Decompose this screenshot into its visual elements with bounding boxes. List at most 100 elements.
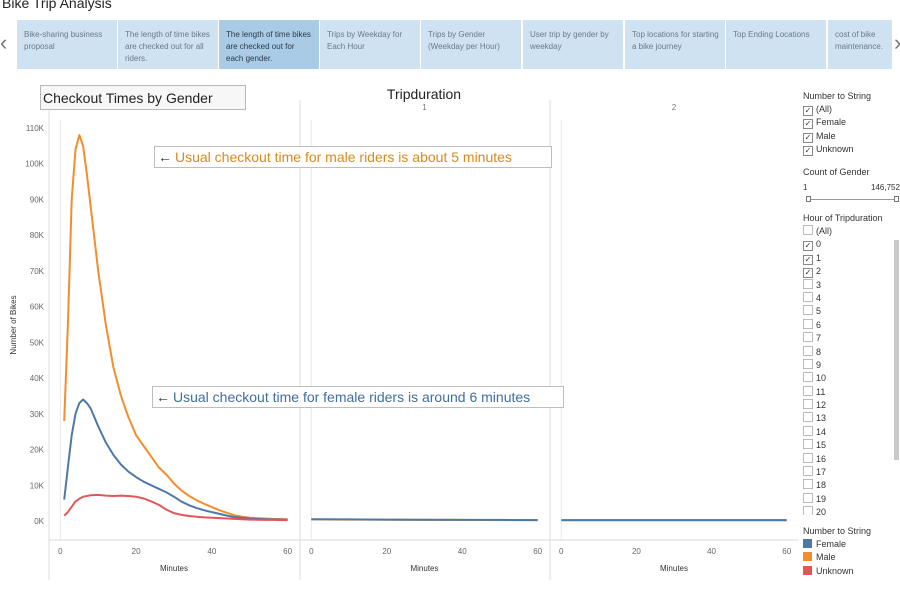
x-tick-label: 0 (58, 547, 63, 556)
hour-filter-option[interactable]: 6 (803, 318, 883, 332)
hour-filter-option[interactable]: 20 (803, 506, 883, 515)
checkbox-empty-icon[interactable] (803, 318, 813, 329)
story-tab-6[interactable]: User trip by gender by weekday (523, 20, 623, 69)
checkbox-checked-icon[interactable]: ✓ (803, 119, 813, 130)
checkbox-checked-icon[interactable]: ✓ (803, 146, 813, 157)
gender-filter-option[interactable]: ✓ Male (803, 130, 871, 143)
y-tick-label: 0K (34, 517, 44, 526)
checkbox-checked-icon[interactable]: ✓ (803, 132, 813, 143)
hour-filter-option[interactable]: 8 (803, 345, 883, 359)
hour-filter-option-label: 5 (816, 306, 822, 317)
gender-filter-option[interactable]: ✓ Female (803, 116, 871, 130)
hour-filter-option-label: 6 (816, 319, 822, 330)
hour-filter-option[interactable]: (All) (803, 225, 883, 238)
story-tab-2[interactable]: The length of time bikes are checked out… (118, 20, 218, 69)
story-tab-5[interactable]: Trips by Gender (Weekday per Hour) (421, 20, 521, 69)
checkbox-empty-icon[interactable] (803, 305, 813, 316)
story-tab-8[interactable]: Top Ending Locations (726, 20, 826, 69)
y-tick-label: 50K (30, 338, 45, 347)
checkbox-empty-icon[interactable] (803, 225, 813, 235)
hour-filter-option[interactable]: 12 (803, 399, 883, 412)
checkbox-empty-icon[interactable] (803, 492, 813, 503)
hour-filter-option-label: 2 (816, 266, 822, 277)
hour-filter-option-label: 16 (816, 453, 827, 464)
checkbox-empty-icon[interactable] (803, 291, 813, 302)
checkbox-checked-icon[interactable]: ✓ (803, 268, 813, 279)
hour-filter-option[interactable]: 16 (803, 452, 883, 466)
series-line-female (311, 518, 538, 522)
x-tick-label: 40 (707, 547, 716, 556)
hour-filter-option[interactable]: 17 (803, 466, 883, 479)
hour-filter-option[interactable]: 7 (803, 332, 883, 345)
checkbox-empty-icon[interactable] (803, 466, 813, 477)
scrollbar-thumb[interactable] (894, 240, 899, 460)
checkbox-checked-icon[interactable]: ✓ (803, 241, 813, 252)
x-tick-label: 20 (132, 547, 141, 556)
hour-filter-scrollbar[interactable] (893, 228, 899, 518)
hour-filter-option[interactable]: 13 (803, 412, 883, 425)
panel-header: 1 (422, 103, 427, 112)
hour-filter-option-label: 1 (816, 252, 822, 263)
checkbox-empty-icon[interactable] (803, 345, 813, 356)
x-tick-label: 60 (782, 547, 791, 556)
hour-filter-option[interactable]: 10 (803, 372, 883, 385)
hour-filter-option[interactable]: 5 (803, 305, 883, 318)
legend-item[interactable]: Male (803, 551, 871, 564)
hour-filter-option-label: 4 (816, 292, 822, 303)
series-line-female (63, 398, 288, 521)
checkbox-empty-icon[interactable] (803, 412, 813, 423)
hour-filter-option[interactable]: 19 (803, 492, 883, 506)
story-tab-9[interactable]: cost of bike maintenance. (828, 20, 892, 69)
count-of-gender-slider[interactable] (806, 196, 899, 202)
story-tab-1[interactable]: Bike-sharing business proposal (17, 20, 117, 69)
story-tab-7[interactable]: Top locations for starting a bike journe… (625, 20, 725, 69)
slider-min-handle[interactable] (806, 196, 811, 202)
hour-filter-option[interactable]: 9 (803, 358, 883, 372)
story-tab-4[interactable]: Trips by Weekday for Each Hour (320, 20, 420, 69)
hour-filter-option[interactable]: 4 (803, 291, 883, 305)
gender-filter-option-label: Female (816, 117, 847, 128)
checkbox-empty-icon[interactable] (803, 358, 813, 369)
hour-filter-option-label: 17 (816, 467, 827, 478)
hour-filter-option[interactable]: 18 (803, 479, 883, 492)
checkbox-checked-icon[interactable]: ✓ (803, 106, 813, 116)
checkbox-empty-icon[interactable] (803, 385, 813, 396)
gender-filter-option[interactable]: ✓ Unknown (803, 143, 871, 157)
checkbox-empty-icon[interactable] (803, 278, 813, 289)
checkbox-empty-icon[interactable] (803, 372, 813, 383)
checkbox-empty-icon[interactable] (803, 439, 813, 450)
checkbox-checked-icon[interactable]: ✓ (803, 254, 813, 265)
checkbox-empty-icon[interactable] (803, 506, 813, 515)
hour-filter-option[interactable]: 14 (803, 425, 883, 439)
legend-swatch (803, 552, 812, 562)
checkbox-empty-icon[interactable] (803, 479, 813, 490)
sheet-title: Checkout Times by Gender (40, 85, 246, 110)
color-legend: Number to String Female Male Unknown (803, 526, 871, 578)
checkbox-empty-icon[interactable] (803, 452, 813, 463)
checkbox-empty-icon[interactable] (803, 399, 813, 410)
chevron-right-icon[interactable]: › (894, 30, 900, 56)
x-tick-label: 20 (382, 547, 391, 556)
filter-count-of-gender: Count of Gender (803, 167, 870, 177)
count-of-gender-min: 1 (803, 183, 808, 192)
slider-max-handle[interactable] (894, 196, 899, 202)
checkbox-empty-icon[interactable] (803, 425, 813, 436)
hour-filter-option[interactable]: ✓ 1 (803, 252, 883, 265)
hour-filter-option[interactable]: 11 (803, 385, 883, 399)
hour-filter-option-label: 14 (816, 426, 827, 437)
chart-title: Tripduration (387, 86, 461, 102)
checkbox-empty-icon[interactable] (803, 332, 813, 343)
hour-filter-option-label: 3 (816, 279, 822, 290)
gender-filter-option-label: (All) (816, 104, 832, 114)
y-tick-label: 20K (30, 446, 45, 455)
legend-item[interactable]: Female (803, 538, 871, 551)
hour-filter-option[interactable]: 15 (803, 439, 883, 452)
x-tick-label: 60 (533, 547, 542, 556)
story-tab-3[interactable]: The length of time bikes are checked out… (219, 20, 319, 69)
gender-filter-option[interactable]: ✓ (All) (803, 103, 871, 116)
legend-item[interactable]: Unknown (803, 565, 871, 578)
hour-filter-option[interactable]: ✓ 0 (803, 238, 883, 252)
hour-filter-option[interactable]: 3 (803, 278, 883, 292)
chevron-left-icon[interactable]: ‹ (0, 30, 8, 55)
hour-filter-option[interactable]: ✓ 2 (803, 265, 883, 279)
